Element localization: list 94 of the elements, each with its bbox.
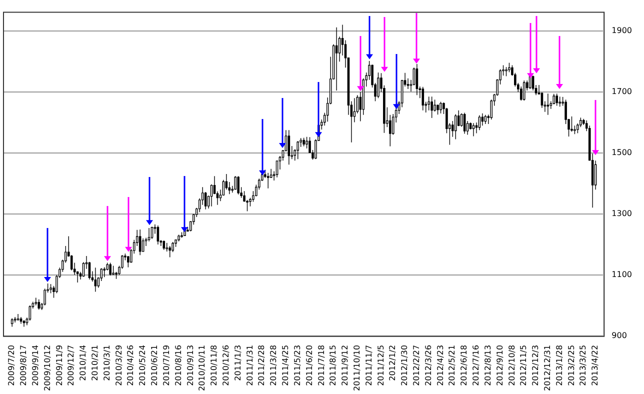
candlestick [237,176,240,195]
x-tick-label: 2010/3/1 [102,344,112,381]
x-tick-label: 2013/4/22 [590,344,600,386]
candlestick [353,98,356,123]
x-tick-label: 2011/1/3 [233,344,242,381]
x-tick-label: 2009/8/17 [19,344,28,386]
candlestick [168,246,172,258]
x-tick-label: 2012/4/23 [436,344,445,386]
x-tick-label: 2011/12/5 [376,344,386,386]
y-tick-label: 1500 [612,148,632,158]
x-tick-label: 2010/2/1 [90,344,100,381]
candlestick [306,136,308,149]
x-tick-label: 2012/5/21 [448,344,457,386]
x-tick-label: 2012/1/2 [388,344,398,381]
x-tick-label: 2012/8/13 [483,344,492,386]
candlestick [520,86,522,101]
x-tick-label: 2010/10/11 [198,344,207,391]
x-tick-label: 2010/1/4 [78,344,88,381]
x-tick-label: 2012/12/31 [543,344,552,391]
x-tick-label: 2012/2/27 [412,344,422,386]
candlestick [457,110,460,127]
x-tick-label: 2013/3/25 [578,344,588,386]
x-tick-label: 2011/6/20 [304,344,314,386]
x-tick-label: 2010/11/8 [210,344,219,386]
x-tick-label: 2010/12/6 [222,344,230,386]
candlestick [38,298,40,310]
candlestick [234,176,236,190]
x-tick-label: 2011/9/12 [340,344,350,386]
x-tick-label: 2011/3/28 [269,344,278,386]
x-tick-label: 2012/7/16 [472,344,481,386]
candlestick [109,262,112,276]
x-tick-label: 2013/2/25 [566,344,576,386]
x-tick-label: 2011/10/10 [352,344,362,391]
x-tick-label: 2010/9/13 [186,344,195,386]
candlestick [434,99,436,112]
candlestick [430,96,433,118]
x-tick-label: 2012/10/8 [507,344,516,386]
x-tick-label: 2011/7/18 [316,344,326,386]
candlestick [138,229,142,256]
candlestick [505,66,508,77]
x-tick-label: 2009/10/12 [42,344,52,391]
y-tick-label: 900 [612,330,627,340]
x-tick-label: 2011/4/25 [281,344,290,386]
candlestick [94,267,97,292]
candlestick [570,116,573,132]
x-tick-label: 2012/1/30 [400,344,410,386]
candlestick [481,113,484,126]
x-tick-label: 2009/7/20 [7,344,16,386]
x-tick-label: 2010/7/19 [162,344,171,386]
y-tick-label: 1100 [612,270,632,280]
candlestick [103,266,106,278]
candlestick [522,80,526,101]
candlestick [478,114,481,130]
x-tick-label: 2010/6/21 [150,344,160,386]
candlestick [594,160,597,190]
x-tick-label: 2011/2/28 [257,344,266,386]
x-tick-label: 2012/12/3 [531,344,540,386]
x-tick-label: 2012/6/18 [460,344,469,386]
candlestick [148,228,150,242]
candlestick [454,114,457,140]
candlestick [162,240,166,250]
candlestick [556,93,558,106]
candlestick [428,96,430,111]
x-tick-label: 2012/9/10 [495,344,504,386]
x-tick-label: 2010/8/16 [174,344,183,386]
x-tick-label: 2012/11/5 [519,344,528,386]
candlestick [484,114,487,124]
x-tick-label: 2009/11/9 [54,344,64,386]
x-tick-label: 2009/12/7 [66,344,76,386]
y-tick-label: 1300 [612,209,632,218]
candlestick [558,96,561,108]
x-tick-label: 2010/5/24 [138,344,148,386]
x-tick-label: 2009/9/14 [30,344,40,386]
x-tick-label: 2011/1/31 [245,344,254,386]
x-tick-label: 2012/3/26 [424,344,433,386]
candlestick [266,172,270,189]
x-tick-label: 2011/8/15 [328,344,338,386]
candlestick [112,265,114,276]
candlestick [440,101,442,114]
y-tick-label: 1900 [612,26,632,36]
candlestick [508,62,510,73]
x-tick-label: 2013/1/28 [554,344,564,386]
candlestick [422,86,424,111]
candlestick [296,140,300,160]
candlestick [50,284,52,294]
candlestick [150,226,154,240]
x-tick-label: 2011/5/23 [292,344,302,386]
candlestick [70,254,73,271]
x-tick-label: 2011/11/7 [364,344,374,386]
y-tick-label: 1700 [612,87,632,96]
candlestick [472,122,475,137]
x-tick-label: 2010/3/29 [114,344,124,386]
x-tick-label: 2010/4/26 [126,344,136,386]
candlestick [377,72,380,98]
